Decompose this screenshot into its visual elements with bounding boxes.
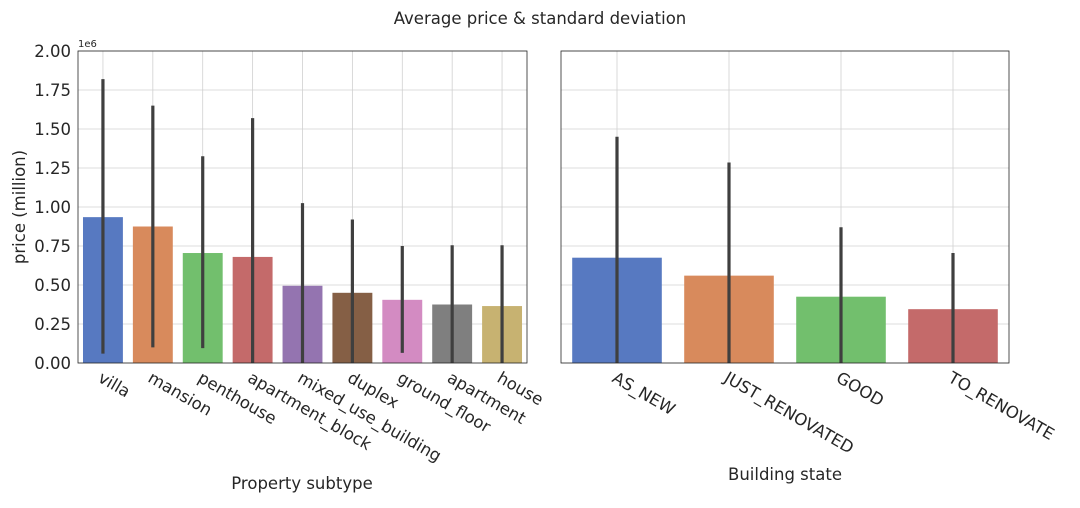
x-tick-label: AS_NEW xyxy=(609,368,679,420)
x-axis-label: Building state xyxy=(728,465,842,484)
x-axis-label: Property subtype xyxy=(231,474,372,493)
x-tick-label: TO_RENOVATE xyxy=(944,368,1058,445)
error-bars xyxy=(615,136,955,363)
bar-series xyxy=(572,257,998,363)
y-tick-label: 1.00 xyxy=(34,198,71,217)
y-tick-label: 0.50 xyxy=(34,276,71,295)
y-offset-label: 1e6 xyxy=(78,39,97,50)
y-tick-label: 1.50 xyxy=(34,120,71,139)
x-tick-label: villa xyxy=(95,368,134,401)
y-tick-label: 2.00 xyxy=(34,42,71,61)
plot-frame xyxy=(77,50,528,364)
y-axis-label: price (million) xyxy=(10,150,29,264)
chart-suptitle: Average price & standard deviation xyxy=(394,9,687,28)
plot-frame xyxy=(560,50,1010,364)
y-tick-labels: 0.00 0.25 0.50 0.75 1.00 1.25 1.50 1.75 2.00 xyxy=(34,42,71,373)
y-tick-label: 1.25 xyxy=(34,159,71,178)
x-tick-labels: villa mansionpenthouseapartment_blockmixe… xyxy=(95,368,547,466)
y-tick-label: 1.75 xyxy=(34,81,71,100)
x-tick-label: GOOD xyxy=(833,368,887,410)
error-bars xyxy=(101,79,504,363)
y-tick-label: 0.75 xyxy=(34,237,71,256)
y-tick-label: 0.00 xyxy=(34,354,71,373)
panel-property-subtype: 0.00 0.25 0.50 0.75 1.00 1.25 1.50 1.75 2.00 vil… xyxy=(10,39,547,493)
y-tick-label: 0.25 xyxy=(34,315,71,334)
